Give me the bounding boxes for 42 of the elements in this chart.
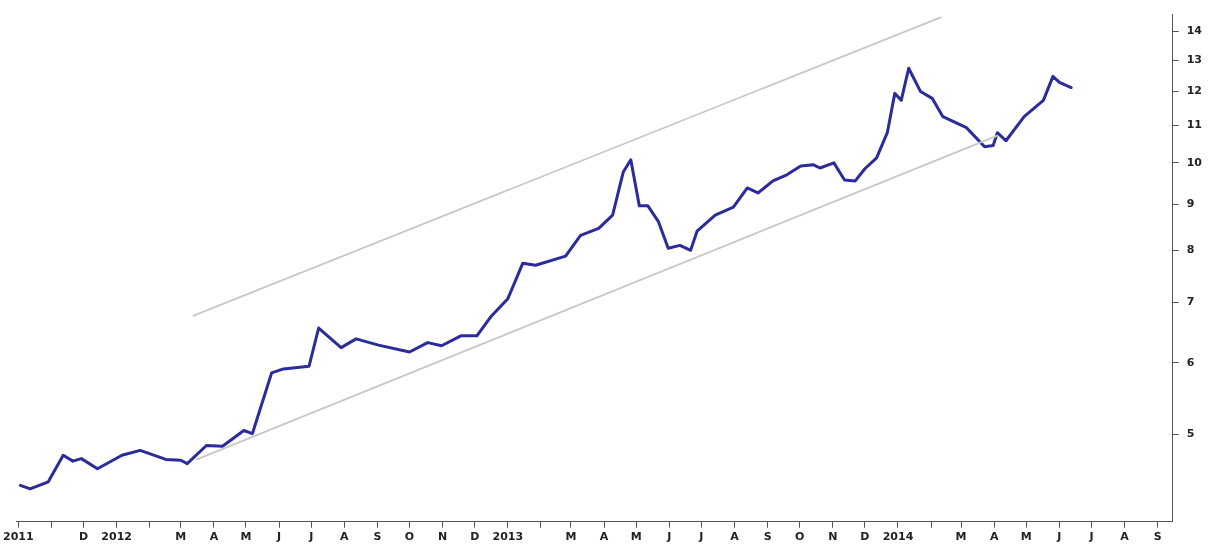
x-tick-label: M [1020, 530, 1032, 544]
y-tick-label: 6 [1186, 355, 1195, 369]
x-tick-label: A [1120, 530, 1130, 544]
x-tick-label: O [404, 530, 415, 544]
x-tick-label: J [276, 530, 282, 544]
x-tick-label: D [860, 530, 870, 544]
y-tick-label: 12 [1186, 84, 1202, 98]
x-tick-label: A [730, 530, 740, 544]
y-tick-label: 14 [1186, 23, 1203, 37]
x-tick-label: D [78, 530, 89, 544]
x-tick-label: J [1056, 530, 1062, 544]
x-tick-label: M [955, 530, 967, 544]
y-tick-label: 10 [1186, 155, 1203, 169]
y-tick-label: 9 [1186, 196, 1195, 210]
x-tick-label: M [565, 530, 577, 544]
x-tick-label: A [340, 530, 350, 544]
y-tick-label: 8 [1186, 243, 1195, 257]
x-tick-label: J [308, 530, 314, 544]
x-tick-label: A [209, 530, 219, 544]
x-tick-label: M [630, 530, 642, 544]
x-tick-label: M [240, 530, 252, 544]
x-tick-label: A [989, 530, 999, 544]
x-tick-label: S [373, 530, 382, 544]
y-tick-label: 11 [1186, 118, 1202, 132]
x-tick-label: O [794, 530, 805, 544]
x-tick-label: J [666, 530, 672, 544]
x-tick-label: 2011 [3, 530, 34, 544]
x-tick-label: 2012 [101, 530, 132, 544]
y-tick-label: 13 [1186, 52, 1202, 66]
y-tick-label: 5 [1186, 427, 1195, 441]
x-tick-label: S [763, 530, 772, 544]
y-tick-label: 7 [1186, 295, 1195, 309]
x-tick-label: N [438, 530, 448, 544]
x-tick-label: 2014 [882, 530, 914, 544]
x-tick-label: 2013 [492, 530, 524, 544]
x-tick-label: S [1153, 530, 1162, 544]
x-tick-label: N [828, 530, 838, 544]
x-tick-label: J [1088, 530, 1094, 544]
x-tick-label: A [599, 530, 609, 544]
x-tick-label: D [470, 530, 480, 544]
x-tick-label: M [175, 530, 187, 544]
x-tick-label: J [698, 530, 704, 544]
